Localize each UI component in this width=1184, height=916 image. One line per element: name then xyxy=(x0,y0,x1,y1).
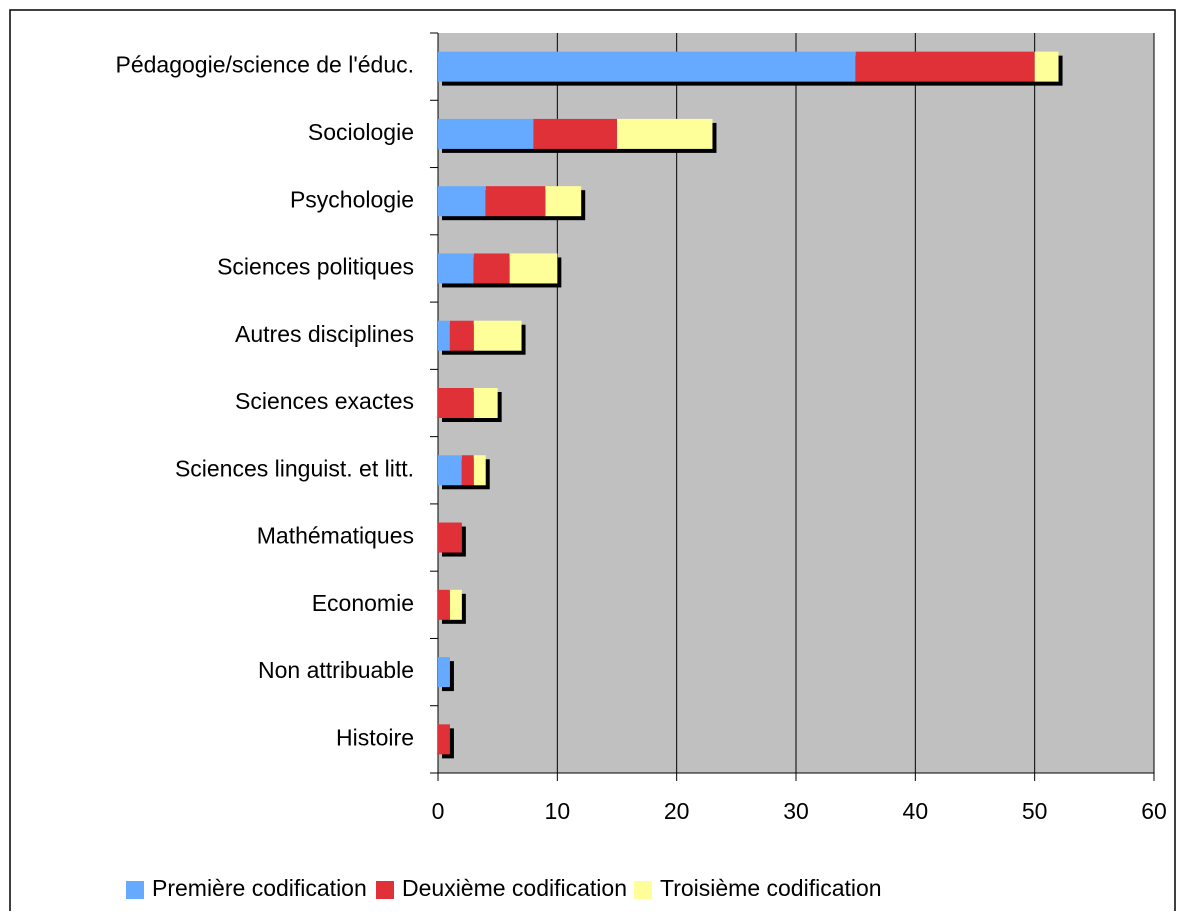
y-tick-label: Sociologie xyxy=(308,119,414,145)
legend-swatch xyxy=(634,881,652,899)
bar-segment xyxy=(438,320,450,351)
bar-segment xyxy=(438,388,474,418)
bar-segment xyxy=(473,320,522,351)
bar-segment xyxy=(473,253,510,284)
bar-segment xyxy=(461,455,474,486)
bar-segment xyxy=(545,186,582,217)
y-tick-label: Sciences linguist. et litt. xyxy=(175,455,414,481)
bar-segment xyxy=(449,589,462,620)
bar-segment xyxy=(855,51,1035,82)
x-tick-label: 0 xyxy=(432,798,445,824)
bar-segment xyxy=(438,253,474,284)
bar-segment xyxy=(617,118,713,149)
bar-segment xyxy=(438,657,450,688)
x-tick-label: 40 xyxy=(903,798,929,824)
legend-swatch xyxy=(126,881,144,899)
legend-label: Première codification xyxy=(152,875,367,901)
bar-segment xyxy=(438,51,856,82)
bar-segment xyxy=(485,186,546,217)
bar-segment xyxy=(449,320,474,351)
bar-segment xyxy=(1034,51,1059,82)
x-tick-label: 60 xyxy=(1141,798,1167,824)
y-tick-label: Pédagogie/science de l'éduc. xyxy=(116,52,415,78)
y-tick-label: Non attribuable xyxy=(258,657,414,683)
bar-segment xyxy=(438,186,486,217)
bar-segment xyxy=(438,724,450,755)
y-tick-label: Mathématiques xyxy=(257,523,414,549)
bar-segment xyxy=(438,118,534,149)
bar-segment xyxy=(438,455,462,486)
legend-label: Deuxième codification xyxy=(402,875,627,901)
y-tick-label: Sciences politiques xyxy=(217,254,414,280)
y-tick-label: Autres disciplines xyxy=(235,321,414,347)
legend-swatch xyxy=(376,881,394,899)
y-tick-label: Economie xyxy=(312,590,414,616)
bar-segment xyxy=(438,522,462,553)
y-tick-label: Histoire xyxy=(336,724,414,750)
legend-label: Troisième codification xyxy=(660,875,882,901)
y-tick-label: Psychologie xyxy=(290,186,414,212)
bar-segment xyxy=(473,455,486,486)
bar-segment xyxy=(509,253,558,284)
x-tick-label: 30 xyxy=(783,798,809,824)
bar-segment xyxy=(438,589,450,620)
bar-segment xyxy=(533,118,617,149)
x-tick-label: 10 xyxy=(545,798,571,824)
bar-segment xyxy=(473,388,498,418)
y-tick-label: Sciences exactes xyxy=(235,388,414,414)
x-tick-label: 20 xyxy=(664,798,690,824)
x-tick-label: 50 xyxy=(1022,798,1048,824)
